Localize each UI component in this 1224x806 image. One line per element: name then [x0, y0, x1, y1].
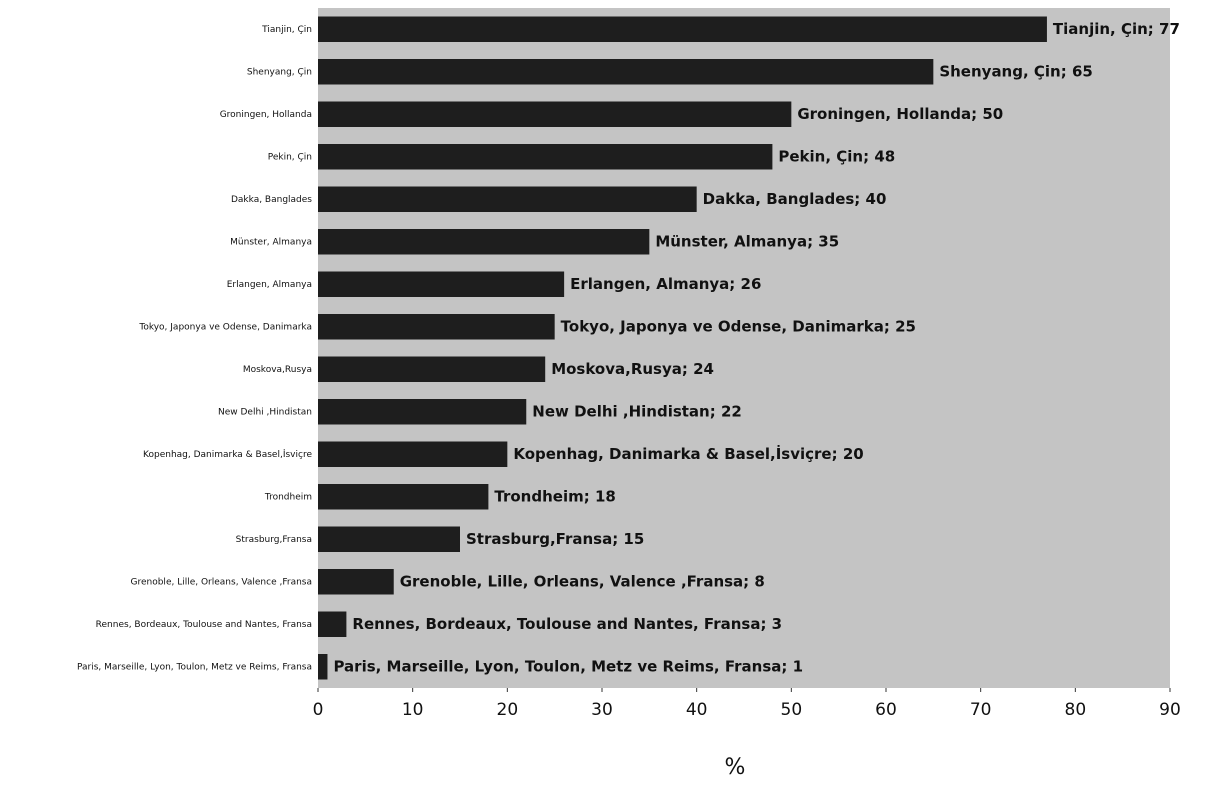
bar [318, 229, 650, 255]
x-tick-label: 30 [591, 700, 613, 720]
y-tick-label: Strasburg,Fransa [236, 535, 312, 545]
bar [318, 654, 328, 680]
y-tick-label: Tokyo, Japonya ve Odense, Danimarka [138, 322, 312, 332]
bar [318, 569, 394, 595]
x-tick-label: 0 [313, 700, 324, 720]
y-tick-label: Groningen, Hollanda [220, 110, 312, 120]
y-tick-label: Rennes, Bordeaux, Toulouse and Nantes, F… [96, 620, 312, 630]
bar [318, 441, 508, 467]
data-label: Dakka, Banglades; 40 [703, 190, 887, 208]
y-tick-label: Tianjin, Çin [261, 25, 312, 35]
bar [318, 186, 697, 212]
data-label: Trondheim; 18 [494, 487, 615, 505]
data-label: Pekin, Çin; 48 [778, 147, 895, 165]
bar [318, 484, 489, 510]
y-tick-label: Grenoble, Lille, Orleans, Valence ,Frans… [131, 577, 313, 587]
data-label: Groningen, Hollanda; 50 [797, 105, 1003, 123]
data-label: Erlangen, Almanya; 26 [570, 275, 761, 293]
data-label: Tianjin, Çin; 77 [1053, 20, 1180, 38]
x-tick-label: 10 [402, 700, 424, 720]
x-tick-label: 70 [970, 700, 992, 720]
bar [318, 611, 347, 637]
bar [318, 526, 460, 552]
y-tick-label: Pekin, Çin [268, 152, 312, 162]
data-label: Moskova,Rusya; 24 [551, 360, 714, 378]
bar [318, 356, 546, 382]
data-label: Paris, Marseille, Lyon, Toulon, Metz ve … [333, 657, 803, 675]
y-tick-label: Dakka, Banglades [231, 195, 312, 205]
data-label: New Delhi ,Hindistan; 22 [532, 402, 742, 420]
data-label: Kopenhag, Danimarka & Basel,İsviçre; 20 [513, 444, 863, 463]
data-label: Strasburg,Fransa; 15 [466, 530, 644, 548]
y-tick-label: Moskova,Rusya [243, 365, 312, 375]
y-tick-label: Shenyang, Çin [247, 67, 312, 77]
data-label: Shenyang, Çin; 65 [939, 62, 1092, 80]
data-label: Münster, Almanya; 35 [655, 232, 839, 250]
x-tick-label: 80 [1065, 700, 1087, 720]
y-tick-label: Paris, Marseille, Lyon, Toulon, Metz ve … [77, 662, 312, 672]
x-tick-label: 90 [1159, 700, 1181, 720]
bar [318, 271, 565, 297]
data-label: Grenoble, Lille, Orleans, Valence ,Frans… [400, 572, 765, 590]
y-tick-label: New Delhi ,Hindistan [218, 407, 312, 417]
y-tick-label: Kopenhag, Danimarka & Basel,İsviçre [143, 449, 312, 460]
bar [318, 399, 527, 425]
x-tick-label: 50 [781, 700, 803, 720]
y-tick-label: Trondheim [264, 492, 312, 502]
y-tick-label: Münster, Almanya [230, 237, 312, 247]
bar [318, 144, 773, 170]
bar [318, 16, 1047, 42]
data-label: Tokyo, Japonya ve Odense, Danimarka; 25 [561, 317, 916, 335]
bar [318, 314, 555, 340]
x-axis-label: % [725, 755, 746, 780]
x-tick-label: 40 [686, 700, 708, 720]
bar [318, 101, 792, 127]
bar [318, 59, 934, 85]
data-label: Rennes, Bordeaux, Toulouse and Nantes, F… [352, 615, 782, 633]
x-tick-label: 20 [497, 700, 519, 720]
x-tick-label: 60 [875, 700, 897, 720]
y-tick-label: Erlangen, Almanya [227, 280, 312, 290]
